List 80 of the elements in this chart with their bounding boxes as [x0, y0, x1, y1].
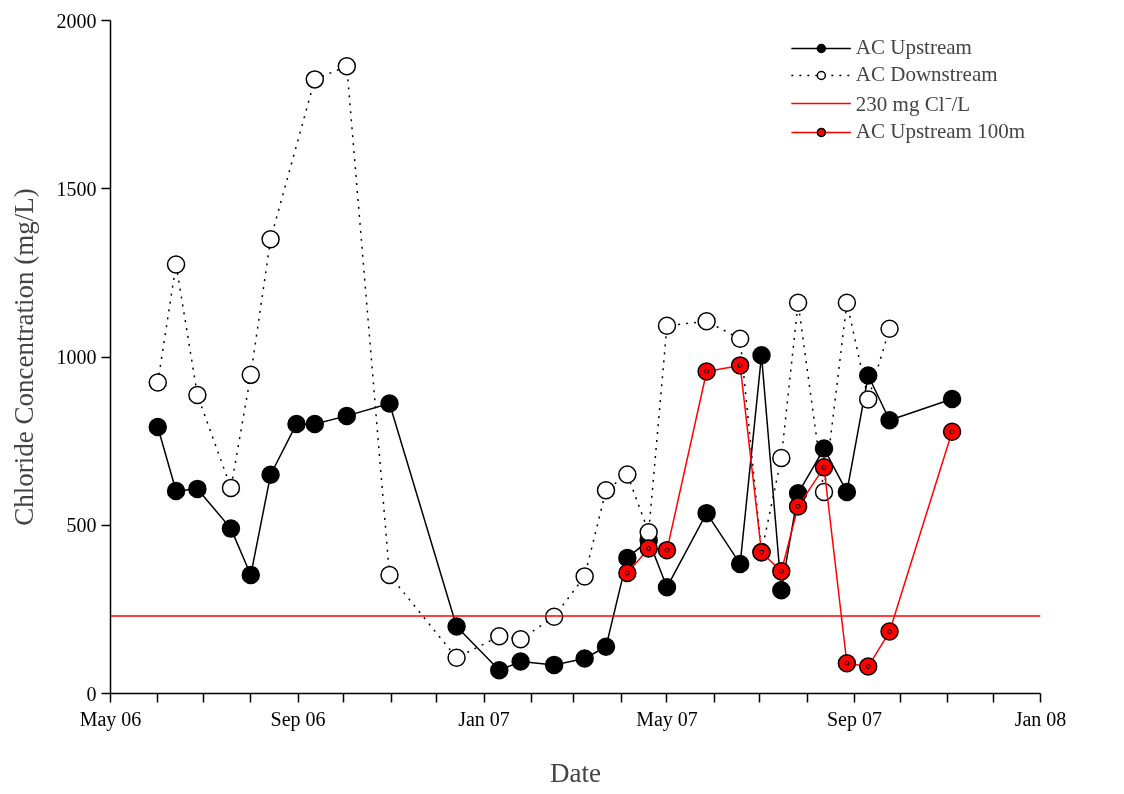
point [858, 366, 878, 385]
point [188, 385, 207, 405]
point [657, 316, 677, 335]
point [880, 411, 899, 430]
point [730, 554, 750, 574]
x-tick-label: Jan 07 [458, 707, 510, 730]
y-tick-label: 500 [66, 514, 97, 537]
point [814, 439, 834, 458]
point [287, 414, 306, 434]
point [166, 481, 186, 501]
x-tick-label: Sep 07 [827, 707, 882, 731]
point [305, 414, 325, 434]
point [814, 458, 834, 477]
point [837, 482, 857, 502]
point [148, 417, 168, 437]
point [657, 540, 677, 560]
point [596, 481, 616, 500]
point [188, 479, 207, 499]
point [752, 346, 771, 365]
point [772, 448, 791, 468]
point [305, 70, 325, 89]
point [221, 519, 241, 538]
x-axis-title: Date [550, 757, 601, 788]
x-tick-label: Jan 08 [1014, 707, 1067, 730]
point [858, 657, 878, 676]
legend-label: AC Upstream 100m [855, 119, 1025, 144]
point [337, 57, 357, 76]
x-tick-label: May 06 [79, 707, 142, 731]
point [596, 637, 616, 656]
point [575, 649, 594, 668]
legend-label: AC Upstream [855, 35, 972, 60]
point [261, 229, 280, 249]
point [166, 255, 186, 274]
legend-label: 230 mg Cl⁻/L [855, 91, 971, 117]
point [241, 365, 261, 385]
point [639, 539, 658, 558]
legend-label: AC Downstream [855, 62, 998, 87]
point [772, 580, 791, 600]
x-tick-label: May 07 [636, 707, 698, 731]
point [772, 562, 791, 581]
point [697, 362, 716, 381]
y-tick-label: 1500 [56, 177, 97, 200]
point [511, 630, 530, 649]
point [447, 617, 466, 636]
point [730, 329, 750, 349]
y-tick-label: 0 [86, 682, 97, 705]
point [618, 548, 637, 568]
x-tick-label: Sep 06 [270, 707, 326, 731]
point [730, 356, 750, 375]
point [837, 293, 857, 313]
point [261, 465, 280, 485]
point [380, 565, 399, 585]
point [148, 373, 168, 392]
point [380, 394, 399, 413]
y-axis-title: Chloride Concentration (mg/L) [8, 188, 39, 526]
point [788, 293, 808, 313]
point [697, 312, 716, 331]
point [942, 422, 962, 441]
point [639, 523, 658, 542]
point [241, 565, 261, 585]
point [511, 652, 530, 671]
point [618, 563, 637, 583]
point [697, 503, 716, 523]
point [575, 567, 594, 586]
point [880, 622, 899, 641]
point [788, 497, 808, 516]
point [837, 653, 857, 673]
point [337, 406, 357, 426]
point [618, 465, 637, 484]
y-tick-label: 1000 [56, 346, 97, 368]
point [544, 655, 564, 675]
point [942, 389, 962, 409]
point [221, 478, 241, 498]
point [447, 648, 466, 668]
point [858, 390, 878, 409]
point [490, 627, 509, 646]
point [880, 319, 899, 338]
y-tick-label: 2000 [56, 9, 97, 32]
point [657, 577, 677, 597]
point [490, 661, 509, 680]
